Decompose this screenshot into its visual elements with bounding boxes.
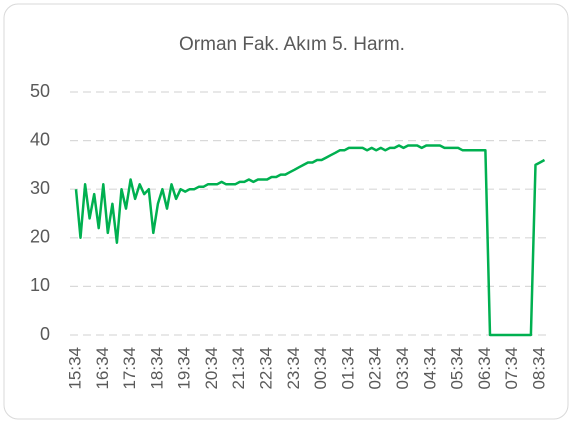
y-tick-label: 40	[30, 129, 50, 149]
y-tick-label: 30	[30, 178, 50, 198]
y-tick-label: 10	[30, 275, 50, 295]
line-series	[74, 144, 546, 337]
x-tick-label: 21:34	[229, 347, 248, 390]
x-tick-label: 05:34	[448, 347, 467, 390]
x-tick-label: 18:34	[147, 347, 166, 390]
y-tick-label: 0	[40, 324, 50, 344]
y-tick-label: 50	[30, 81, 50, 101]
x-tick-label: 19:34	[175, 347, 194, 390]
x-tick-label: 16:34	[93, 347, 112, 390]
x-tick-label: 08:34	[529, 347, 548, 390]
x-tick-label: 04:34	[420, 347, 439, 390]
x-tick-label: 02:34	[366, 347, 385, 390]
x-tick-label: 07:34	[502, 347, 521, 390]
x-tick-label: 22:34	[257, 347, 276, 390]
x-tick-label: 20:34	[202, 347, 221, 390]
x-tick-label: 23:34	[284, 347, 303, 390]
x-tick-label: 15:34	[65, 347, 84, 390]
x-tick-label: 06:34	[475, 347, 494, 390]
chart-title: Orman Fak. Akım 5. Harm.	[179, 34, 405, 55]
x-tick-label: 01:34	[338, 347, 357, 390]
x-tick-label: 17:34	[120, 347, 139, 390]
y-tick-label: 20	[30, 227, 50, 247]
x-tick-label: 00:34	[311, 347, 330, 390]
x-tick-label: 03:34	[393, 347, 412, 390]
chart-frame	[3, 3, 569, 420]
